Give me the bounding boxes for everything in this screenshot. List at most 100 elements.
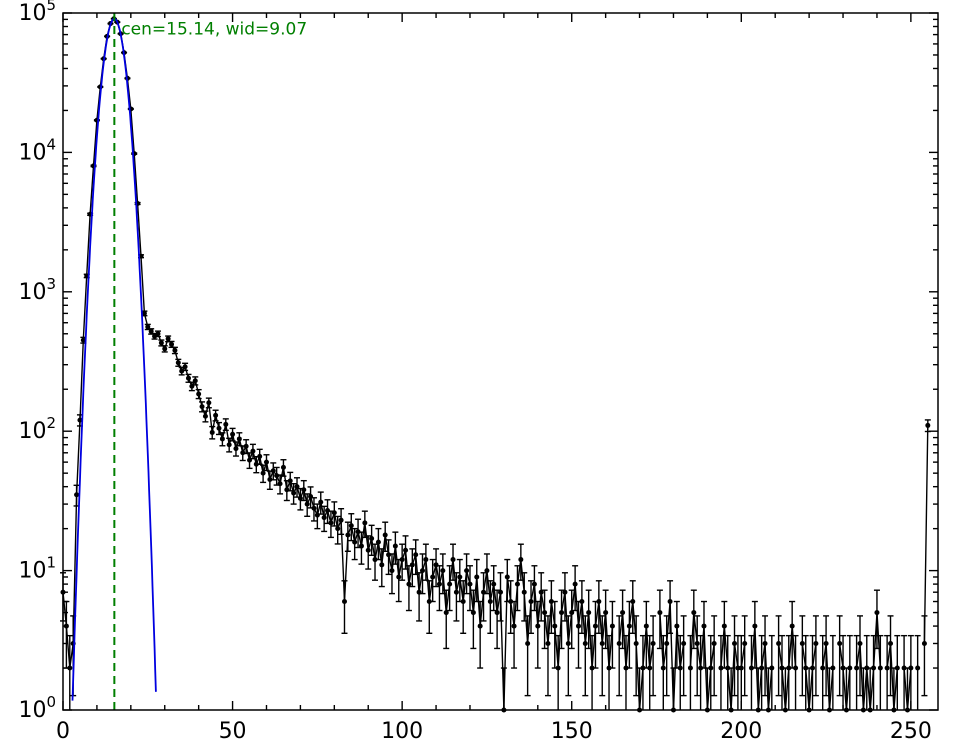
- data-point: [847, 665, 853, 671]
- data-point: [789, 623, 795, 629]
- data-point: [477, 623, 483, 629]
- data-point: [457, 574, 463, 580]
- data-point: [921, 640, 927, 646]
- fit-annotation: cen=15.14, wid=9.07: [121, 20, 307, 40]
- data-point: [592, 623, 598, 629]
- data-point: [487, 599, 493, 605]
- data-point: [335, 526, 341, 532]
- data-point: [433, 562, 439, 568]
- data-point: [243, 443, 249, 449]
- data-point: [464, 568, 470, 574]
- data-point: [328, 520, 334, 526]
- data-point: [721, 623, 727, 629]
- data-point: [355, 529, 361, 535]
- data-point: [606, 665, 612, 671]
- data-point: [460, 599, 466, 605]
- data-point: [857, 640, 863, 646]
- data-point: [548, 599, 554, 605]
- data-point: [769, 665, 775, 671]
- data-point: [233, 446, 239, 452]
- data-point: [270, 468, 276, 474]
- data-point: [301, 487, 307, 493]
- data-point: [511, 623, 517, 629]
- plot-frame: [62, 12, 939, 711]
- data-point: [901, 665, 907, 671]
- data-point: [609, 623, 615, 629]
- data-point: [263, 459, 269, 465]
- x-tick-label: 200: [720, 719, 762, 744]
- data-point: [297, 495, 303, 501]
- data-point: [718, 665, 724, 671]
- data-point: [74, 492, 80, 498]
- data-point: [491, 581, 497, 587]
- data-point: [362, 520, 368, 526]
- data-point: [562, 589, 568, 595]
- data-point: [484, 568, 490, 574]
- data-point: [674, 623, 680, 629]
- data-point: [77, 417, 83, 423]
- data-point: [759, 665, 765, 671]
- data-point: [185, 375, 191, 381]
- data-point: [341, 599, 347, 605]
- data-point: [596, 599, 602, 605]
- data-point: [643, 623, 649, 629]
- data-point: [314, 512, 320, 518]
- data-point: [786, 665, 792, 671]
- data-point: [508, 599, 514, 605]
- data-point: [284, 487, 290, 493]
- data-point: [620, 610, 626, 616]
- data-point: [365, 547, 371, 553]
- x-tick-label: 250: [890, 719, 932, 744]
- data-point: [531, 581, 537, 587]
- data-point: [664, 640, 670, 646]
- data-point: [141, 310, 147, 316]
- data-point: [871, 665, 877, 671]
- data-point: [837, 640, 843, 646]
- data-point: [572, 581, 578, 587]
- data-point: [677, 665, 683, 671]
- data-point: [226, 442, 232, 448]
- data-point: [331, 510, 337, 516]
- data-point: [450, 557, 456, 563]
- data-point: [158, 340, 164, 346]
- data-point: [369, 535, 375, 541]
- x-tick-label: 50: [219, 719, 247, 744]
- data-point: [738, 665, 744, 671]
- data-point: [430, 574, 436, 580]
- data-point: [345, 532, 351, 538]
- y-tick-label: 104: [18, 135, 56, 165]
- data-point: [589, 665, 595, 671]
- data-point: [213, 412, 219, 418]
- y-tick-label: 103: [18, 275, 56, 305]
- data-point: [599, 640, 605, 646]
- data-point: [386, 552, 392, 558]
- data-point: [321, 515, 327, 521]
- data-point: [542, 610, 548, 616]
- data-point: [202, 413, 208, 419]
- data-point: [447, 581, 453, 587]
- data-point: [419, 568, 425, 574]
- data-point: [820, 665, 826, 671]
- data-point: [514, 581, 520, 587]
- data-point: [409, 562, 415, 568]
- data-point: [681, 640, 687, 646]
- data-point: [453, 589, 459, 595]
- data-point: [165, 336, 171, 342]
- data-point: [223, 421, 229, 427]
- data-point: [403, 547, 409, 553]
- data-point: [623, 665, 629, 671]
- data-point: [440, 568, 446, 574]
- data-point: [535, 623, 541, 629]
- data-point: [576, 623, 582, 629]
- data-point: [291, 490, 297, 496]
- data-point: [647, 665, 653, 671]
- data-point: [742, 640, 748, 646]
- data-point: [864, 665, 870, 671]
- data-point: [372, 557, 378, 563]
- data-point: [915, 665, 921, 671]
- data-point: [358, 543, 364, 549]
- data-point: [80, 337, 86, 343]
- data-point: [803, 665, 809, 671]
